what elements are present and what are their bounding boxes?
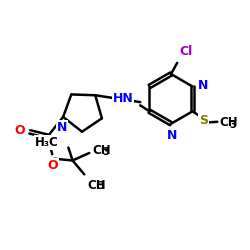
Text: 3: 3 — [97, 181, 104, 191]
Text: N: N — [198, 79, 208, 92]
Text: 3: 3 — [230, 120, 236, 130]
Text: 3: 3 — [102, 147, 109, 157]
Text: H₃C: H₃C — [35, 136, 58, 149]
Text: O: O — [15, 124, 25, 137]
Text: O: O — [47, 159, 58, 172]
Text: Cl: Cl — [180, 45, 193, 58]
Text: N: N — [57, 122, 67, 134]
Text: CH: CH — [87, 179, 106, 192]
Text: CH: CH — [92, 144, 111, 157]
Text: S: S — [199, 114, 208, 126]
Text: N: N — [167, 129, 177, 142]
Text: CH: CH — [220, 116, 238, 128]
Text: HN: HN — [112, 92, 133, 105]
